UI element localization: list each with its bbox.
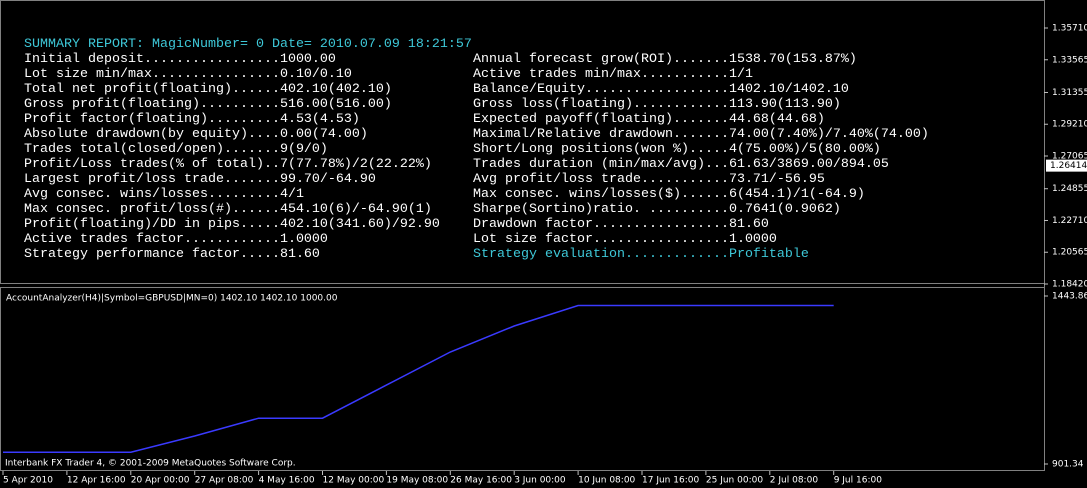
price-label: 1.29210 (1052, 120, 1087, 130)
report-line: Absolute drawdown(by equity)....0.00(74.… (24, 127, 368, 142)
report-line: Expected payoff(floating).......44.68(44… (473, 112, 825, 127)
report-line: Lot size min/max................0.10/0.1… (24, 67, 352, 82)
report-line: Active trades min/max...........1/1 (473, 67, 753, 82)
report-line: Active trades factor............1.0000 (24, 232, 328, 247)
report-line: Profit/Loss trades(% of total)..7(77.78%… (24, 157, 432, 172)
x-tick-label: 10 Jun 08:00 (578, 476, 635, 486)
report-line: Avg profit/loss trade...........73.71/-5… (473, 172, 825, 187)
report-line: Max consec. profit/loss(#)......454.10(6… (24, 202, 432, 217)
y-tick-label: 1443.86 (1052, 292, 1087, 302)
current-price-box (1046, 159, 1087, 172)
report-line: Avg consec. wins/losses.........4/1 (24, 187, 304, 202)
price-label: 1.20565 (1052, 248, 1087, 258)
indicator-panel-border (0, 287, 1045, 471)
y-tick-label: 901.34 (1052, 460, 1084, 470)
price-label: 1.35710 (1052, 24, 1087, 34)
report-left: Initial deposit.................1000.00 L… (24, 52, 440, 262)
x-tick-label: 27 Apr 08:00 (195, 476, 254, 486)
report-line: Lot size factor.................1.0000 (473, 232, 777, 247)
report-line: Strategy evaluation.............Profitab… (473, 247, 809, 262)
x-tick-label: 2 Jul 08:00 (770, 476, 819, 486)
x-tick-label: 17 Jun 16:00 (642, 476, 699, 486)
balance-line (3, 304, 834, 453)
report-line: Max consec. wins/losses($)......6(454.1)… (473, 187, 865, 202)
x-tick-label: 9 Jul 16:00 (834, 476, 883, 486)
price-label: 1.18420 (1052, 280, 1087, 290)
copyright: Interbank FX Trader 4, © 2001-2009 MetaQ… (5, 459, 296, 469)
x-tick-label: 20 Apr 00:00 (131, 476, 190, 486)
x-tick-label: 19 May 08:00 (386, 476, 448, 486)
x-tick-label: 3 Jun 00:00 (514, 476, 566, 486)
price-label: 1.22710 (1052, 216, 1087, 226)
report-line: Short/Long positions(won %).....4(75.00%… (473, 142, 881, 157)
x-tick-label: 25 Jun 00:00 (706, 476, 763, 486)
price-label: 1.33565 (1052, 55, 1087, 65)
report-title: SUMMARY REPORT: MagicNumber= 0 Date= 201… (24, 37, 472, 52)
x-tick-label: 12 Apr 16:00 (67, 476, 126, 486)
price-label: 1.27065 (1052, 152, 1087, 162)
report-line: Balance/Equity..................1402.10/… (473, 82, 849, 97)
report-line: Sharpe(Sortino)ratio. ..........0.7641(0… (473, 202, 841, 217)
x-tick-label: 4 May 16:00 (259, 476, 315, 486)
x-tick-label: 26 May 16:00 (450, 476, 512, 486)
report-right: Annual forecast grow(ROI).......1538.70(… (473, 52, 929, 262)
report-line: Largest profit/loss trade.......99.70/-6… (24, 172, 376, 187)
report-line: Profit(floating)/DD in pips.....402.10(3… (24, 217, 440, 232)
indicator-title: AccountAnalyzer(H4)|Symbol=GBPUSD|MN=0) … (6, 294, 338, 304)
report-line: Trades total(closed/open).......9(9/0) (24, 142, 328, 157)
report-line: Total net profit(floating)......402.10(4… (24, 82, 392, 97)
current-price-label: 1.26414 (1050, 161, 1087, 171)
report-line: Gross loss(floating)............113.90(1… (473, 97, 841, 112)
report-line: Strategy performance factor.....81.60 (24, 247, 320, 262)
report-line: Drawdown factor.................81.60 (473, 217, 769, 232)
x-tick-label: 12 May 00:00 (323, 476, 385, 486)
report-line: Profit factor(floating).........4.53(4.5… (24, 112, 360, 127)
report-line: Gross profit(floating)..........516.00(5… (24, 97, 392, 112)
report-line: Initial deposit.................1000.00 (24, 52, 336, 67)
report-line: Trades duration (min/max/avg)...61.63/38… (473, 157, 889, 172)
price-label: 1.31355 (1052, 88, 1087, 98)
price-label: 1.24855 (1052, 184, 1087, 194)
report-line: Maximal/Relative drawdown.......74.00(7.… (473, 127, 929, 142)
x-tick-label: 5 Apr 2010 (3, 476, 53, 486)
report-line: Annual forecast grow(ROI).......1538.70(… (473, 52, 857, 67)
